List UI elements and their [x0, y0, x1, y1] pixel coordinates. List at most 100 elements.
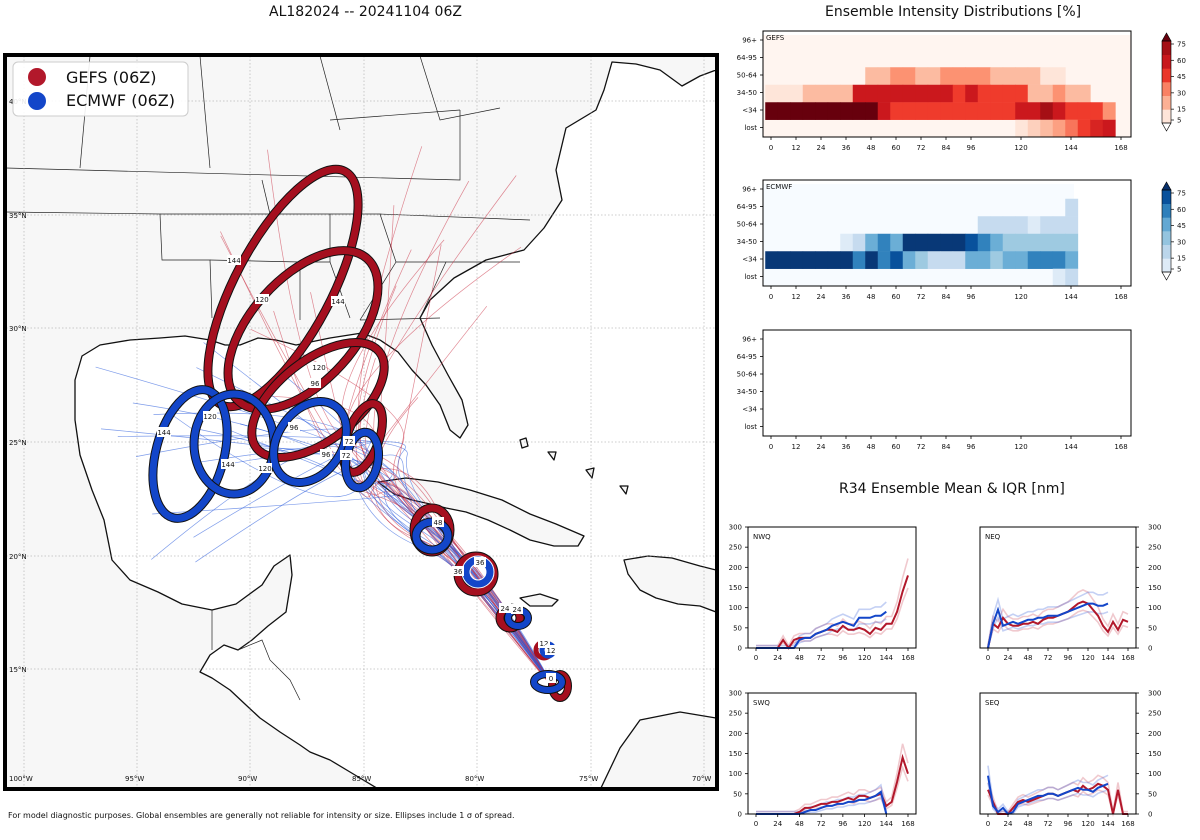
r34-xtick-label: 72 [1044, 820, 1053, 828]
colorbar-segment [1162, 258, 1171, 273]
colorbar: 5 15 30 45 60 75 [1161, 181, 1186, 281]
heatmap-cell [965, 251, 979, 269]
r34-xtick-label: 24 [773, 820, 782, 828]
heatmap-cell [990, 251, 1004, 269]
r34-ytick-label: 100 [1148, 604, 1161, 612]
heatmap-cell [952, 84, 966, 103]
heatmap-xtick-label: 60 [892, 443, 901, 451]
uncertainty-ellipses [148, 164, 572, 702]
heatmap-cell [802, 84, 816, 103]
r34-ytick-label: 300 [729, 524, 742, 532]
r34-xtick-label: 48 [1024, 654, 1033, 662]
heatmap-cell [1090, 102, 1104, 120]
heatmap-cell [965, 84, 979, 103]
heatmap-cell [790, 102, 804, 120]
heatmap-cell [1065, 251, 1079, 269]
heatmap-cell [1002, 84, 1016, 103]
heatmap-cell [952, 67, 966, 85]
heatmap-xtick-label: 72 [917, 293, 926, 301]
r34-ytick-label: 50 [1148, 624, 1157, 632]
colorbar-tick-label: 60 [1177, 206, 1186, 214]
heatmap-cell [990, 67, 1004, 85]
label-96-ecmwf: 96 [290, 424, 299, 432]
r34-panel-label: SWQ [753, 699, 770, 707]
heatmap-ytick-label: 64-95 [737, 54, 757, 62]
heatmap-cell [1040, 251, 1054, 269]
heatmap-xtick-label: 60 [892, 293, 901, 301]
colorbar-extend-min [1161, 122, 1172, 132]
r34-panel-seq: SEQ 0 50 100 150 200 250 300 0 24 48 72 96 120 144 168 [979, 690, 1161, 828]
borders [6, 56, 531, 701]
heatmap-cell [965, 67, 979, 85]
heatmap-ytick-label: 34-50 [737, 89, 757, 97]
heatmap-xtick-label: 24 [817, 443, 826, 451]
r34-ytick-label: 250 [1148, 544, 1161, 552]
heatmap-ytick-label: <34 [742, 406, 757, 414]
label-120-ecmwf-b: 120 [258, 465, 271, 473]
heatmap-xtick-label: 168 [1114, 443, 1127, 451]
heatmap-cell [990, 84, 1004, 103]
r34-xtick-label: 168 [1121, 820, 1134, 828]
heatmap-cell [840, 84, 854, 103]
label-144-ecmwf-b: 144 [221, 461, 235, 469]
heatmap-cell [902, 233, 916, 252]
heatmap-ytick-label: lost [744, 423, 757, 431]
heatmap-cell [1052, 84, 1066, 103]
heatmap-ytick-label: 96+ [742, 186, 757, 194]
r34-xtick-label: 144 [1101, 820, 1115, 828]
heatmap-cell [1065, 119, 1079, 138]
heatmap-cell [765, 84, 779, 103]
colorbar-segment [1162, 109, 1171, 124]
heatmap-xtick-label: 84 [942, 144, 951, 152]
r34-iqr-line [756, 743, 909, 813]
heatmap-cell [1015, 216, 1029, 234]
r34-xtick-label: 0 [986, 820, 990, 828]
r34-panel-neq: NEQ 0 50 100 150 200 250 300 0 24 48 72 96 120 144 168 [979, 524, 1161, 662]
r34-ytick-label: 300 [1148, 524, 1161, 532]
heatmap-ytick-label: lost [744, 273, 757, 281]
colorbar-extend-max [1161, 32, 1172, 42]
colorbar-segment [1162, 82, 1171, 96]
r34-ytick-label: 150 [1148, 750, 1161, 758]
heatmap-cell [977, 84, 991, 103]
heatmap-cell [1065, 233, 1079, 252]
heatmap-cell [840, 251, 854, 269]
heatmap-xtick-label: 168 [1114, 144, 1127, 152]
label-36: 36 [476, 559, 485, 567]
ecmwf-track [196, 367, 556, 691]
heatmap-cell [1102, 102, 1116, 120]
heatmap-ytick-label: 64-95 [737, 203, 757, 211]
heatmap-cell [852, 84, 866, 103]
colorbar-tick-label: 5 [1177, 117, 1181, 125]
colorbar-segment [1162, 95, 1171, 110]
r34-xtick-label: 48 [795, 820, 804, 828]
heatmap-xtick-label: 96 [967, 144, 976, 152]
heatmap-cell [852, 251, 866, 269]
heatmap-cell [990, 216, 1004, 234]
r34-ytick-label: 200 [1148, 564, 1161, 572]
colorbar-tick-label: 45 [1177, 73, 1186, 81]
heatmap-cell [952, 233, 966, 252]
heatmap-cell [765, 102, 779, 120]
r34-xtick-label: 120 [1081, 654, 1094, 662]
graticule [6, 56, 716, 788]
lon-label-85w: 85°W [352, 775, 371, 783]
r34-panel-label: NEQ [985, 533, 1001, 541]
r34-xtick-label: 144 [880, 654, 894, 662]
r34-ytick-label: 0 [1148, 645, 1152, 653]
heatmap-cell [902, 102, 916, 120]
intensity-title: Ensemble Intensity Distributions [%] [825, 4, 1082, 20]
r34-xtick-label: 48 [1024, 820, 1033, 828]
heatmap-cell [977, 67, 991, 85]
heatmap-ytick-label: <34 [742, 256, 757, 264]
colorbar-frame [1161, 40, 1172, 124]
r34-panel-label: NWQ [753, 533, 771, 541]
colorbar-segment [1162, 217, 1171, 232]
heatmap-cell [877, 67, 891, 85]
heatmap-panel-label: ECMWF [766, 183, 792, 191]
heatmap-xtick-label: 12 [792, 144, 801, 152]
r34-iqr-line [987, 774, 1128, 813]
heatmap-xtick-label: 0 [769, 443, 773, 451]
r34-xtick-label: 168 [901, 820, 914, 828]
r34-xtick-label: 72 [1044, 654, 1053, 662]
